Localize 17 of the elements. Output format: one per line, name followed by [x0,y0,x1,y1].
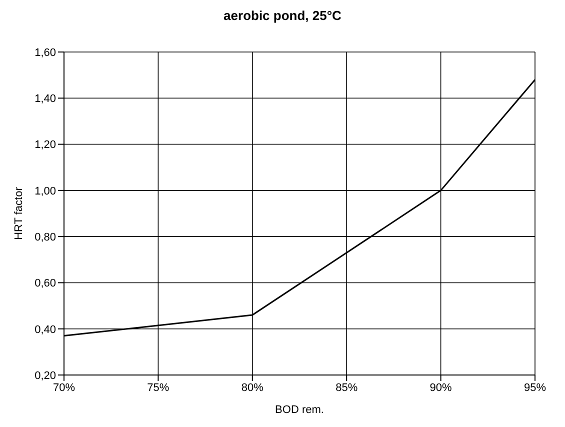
y-tick-label: 0,80 [34,231,56,244]
x-axis-title: BOD rem. [275,404,324,416]
x-tick-label: 75% [147,382,170,394]
y-tick-label: 0,40 [34,324,56,336]
x-tick-label: 70% [52,382,76,394]
y-tick-label: 1,20 [34,139,56,152]
x-tick-label: 95% [524,382,546,394]
y-tick-label: 1,60 [34,46,56,59]
chart-title: aerobic pond, 25°C [222,8,342,25]
y-axis-title: HRT factor [12,186,25,240]
y-tick-label: 1,00 [34,185,56,198]
y-tick-label: 0,20 [34,370,56,382]
x-tick-label: 85% [336,382,358,394]
x-tick-label: 80% [241,382,264,394]
x-tick-label: 90% [430,382,452,394]
y-tick-label: 0,60 [34,278,56,290]
y-tick-label: 1,40 [34,93,56,106]
